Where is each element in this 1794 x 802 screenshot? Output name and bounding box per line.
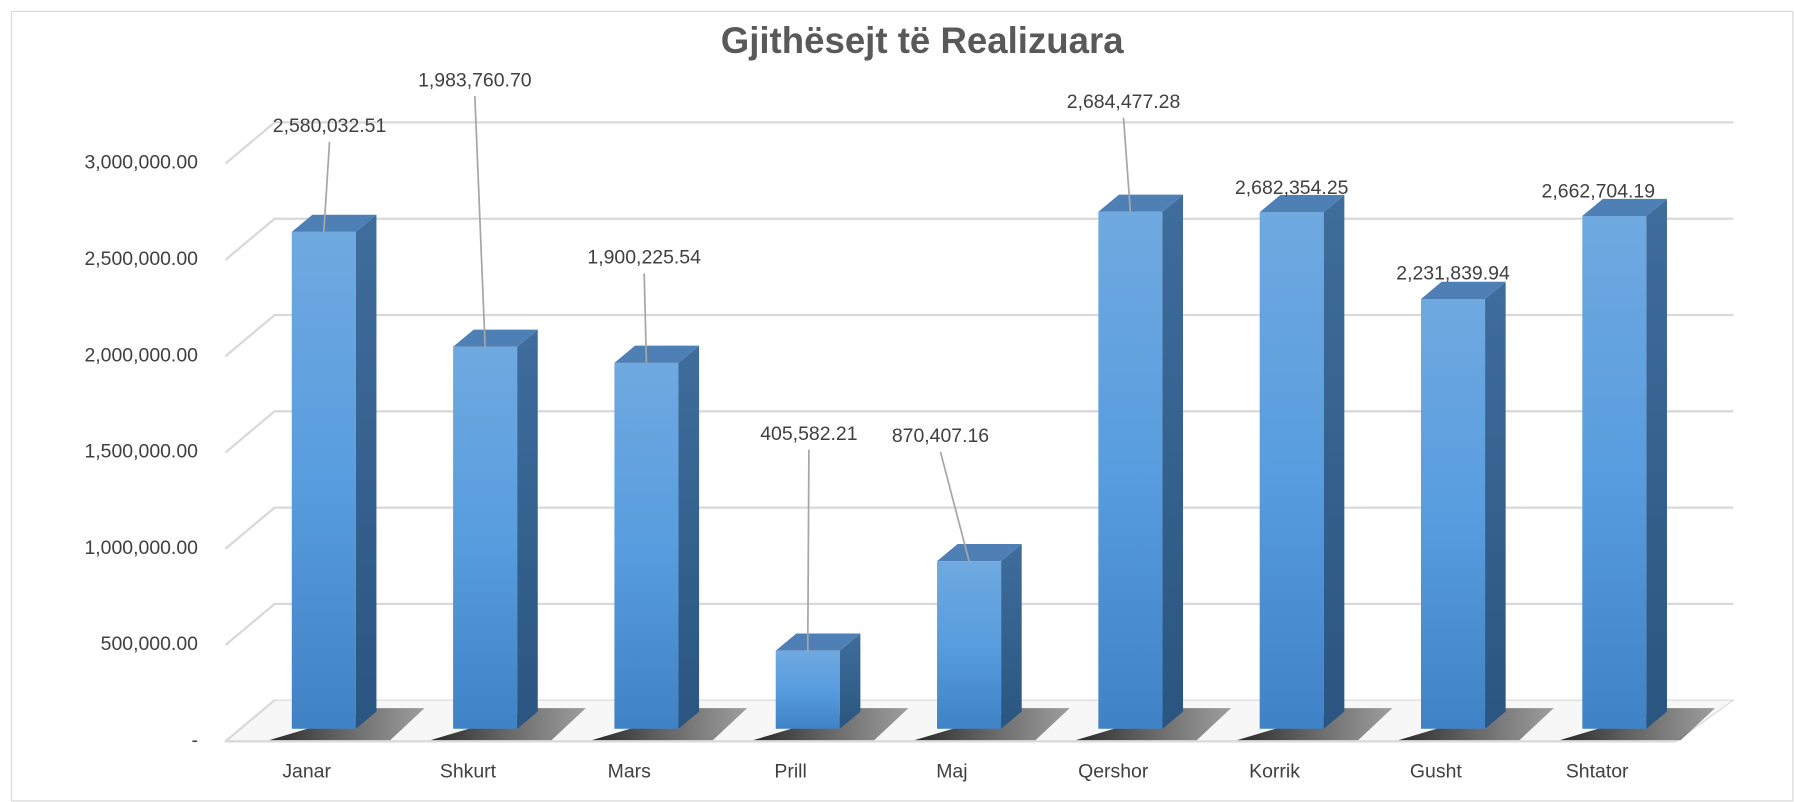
bar xyxy=(1421,282,1506,729)
bar-side xyxy=(517,330,538,729)
x-tick-label: Shkurt xyxy=(440,760,497,782)
y-tick-label: 1,500,000.00 xyxy=(84,441,198,463)
data-label: 405,582.21 xyxy=(760,423,857,445)
bar-side xyxy=(678,346,699,729)
data-label: 2,684,477.28 xyxy=(1067,91,1181,113)
data-label: 2,682,354.25 xyxy=(1235,177,1348,199)
chart: Gjithësejt të Realizuara - 500,000.00 1,00… xyxy=(0,0,1794,802)
x-tick-label: Gusht xyxy=(1410,760,1462,782)
data-label: 1,983,760.70 xyxy=(418,69,532,91)
bar-front xyxy=(1582,216,1646,729)
x-tick-label: Mars xyxy=(608,760,651,782)
x-tick-label: Korrik xyxy=(1249,760,1300,782)
page: {"chart_data": {"type": "bar3d", "title"… xyxy=(0,0,1794,802)
bar-front xyxy=(1421,299,1485,729)
bar-side xyxy=(1324,195,1345,729)
x-tick-label: Shtator xyxy=(1566,760,1629,782)
bar-side xyxy=(1162,195,1183,729)
data-label: 2,231,839.94 xyxy=(1396,263,1510,285)
x-tick-label: Prill xyxy=(774,760,806,782)
y-tick-label: 500,000.00 xyxy=(101,633,198,655)
bar-front xyxy=(453,347,517,729)
y-tick-label: 3,000,000.00 xyxy=(84,152,198,174)
y-tick-label: - xyxy=(191,730,197,752)
bar xyxy=(776,634,861,729)
data-label: 1,900,225.54 xyxy=(587,247,701,269)
bar xyxy=(1098,195,1183,729)
bar-side xyxy=(1485,282,1506,729)
leader-line xyxy=(808,450,809,651)
y-tick-label: 2,000,000.00 xyxy=(84,344,198,366)
bar-side xyxy=(356,215,377,729)
bar xyxy=(1582,199,1667,729)
x-tick-label: Qershor xyxy=(1078,760,1149,782)
bar xyxy=(614,346,699,729)
bar-side xyxy=(1001,544,1022,729)
data-label: 2,662,704.19 xyxy=(1542,180,1655,202)
bar xyxy=(937,544,1022,729)
bar-front xyxy=(937,561,1001,729)
bar xyxy=(1260,195,1345,729)
bar xyxy=(292,215,377,729)
y-tick-label: 2,500,000.00 xyxy=(84,248,198,270)
chart-title: Gjithësejt të Realizuara xyxy=(721,20,1124,61)
x-tick-label: Janar xyxy=(282,760,331,782)
bar xyxy=(453,330,538,729)
x-tick-label: Maj xyxy=(936,760,967,782)
data-label: 2,580,032.51 xyxy=(273,115,387,137)
bar-front xyxy=(1098,212,1162,729)
data-label: 870,407.16 xyxy=(892,425,989,447)
bar-front xyxy=(1260,212,1324,729)
bar-front xyxy=(614,363,678,729)
y-tick-label: 1,000,000.00 xyxy=(84,537,198,559)
bar-front xyxy=(292,232,356,729)
bar-front xyxy=(776,651,840,729)
bar-side xyxy=(1646,199,1667,729)
